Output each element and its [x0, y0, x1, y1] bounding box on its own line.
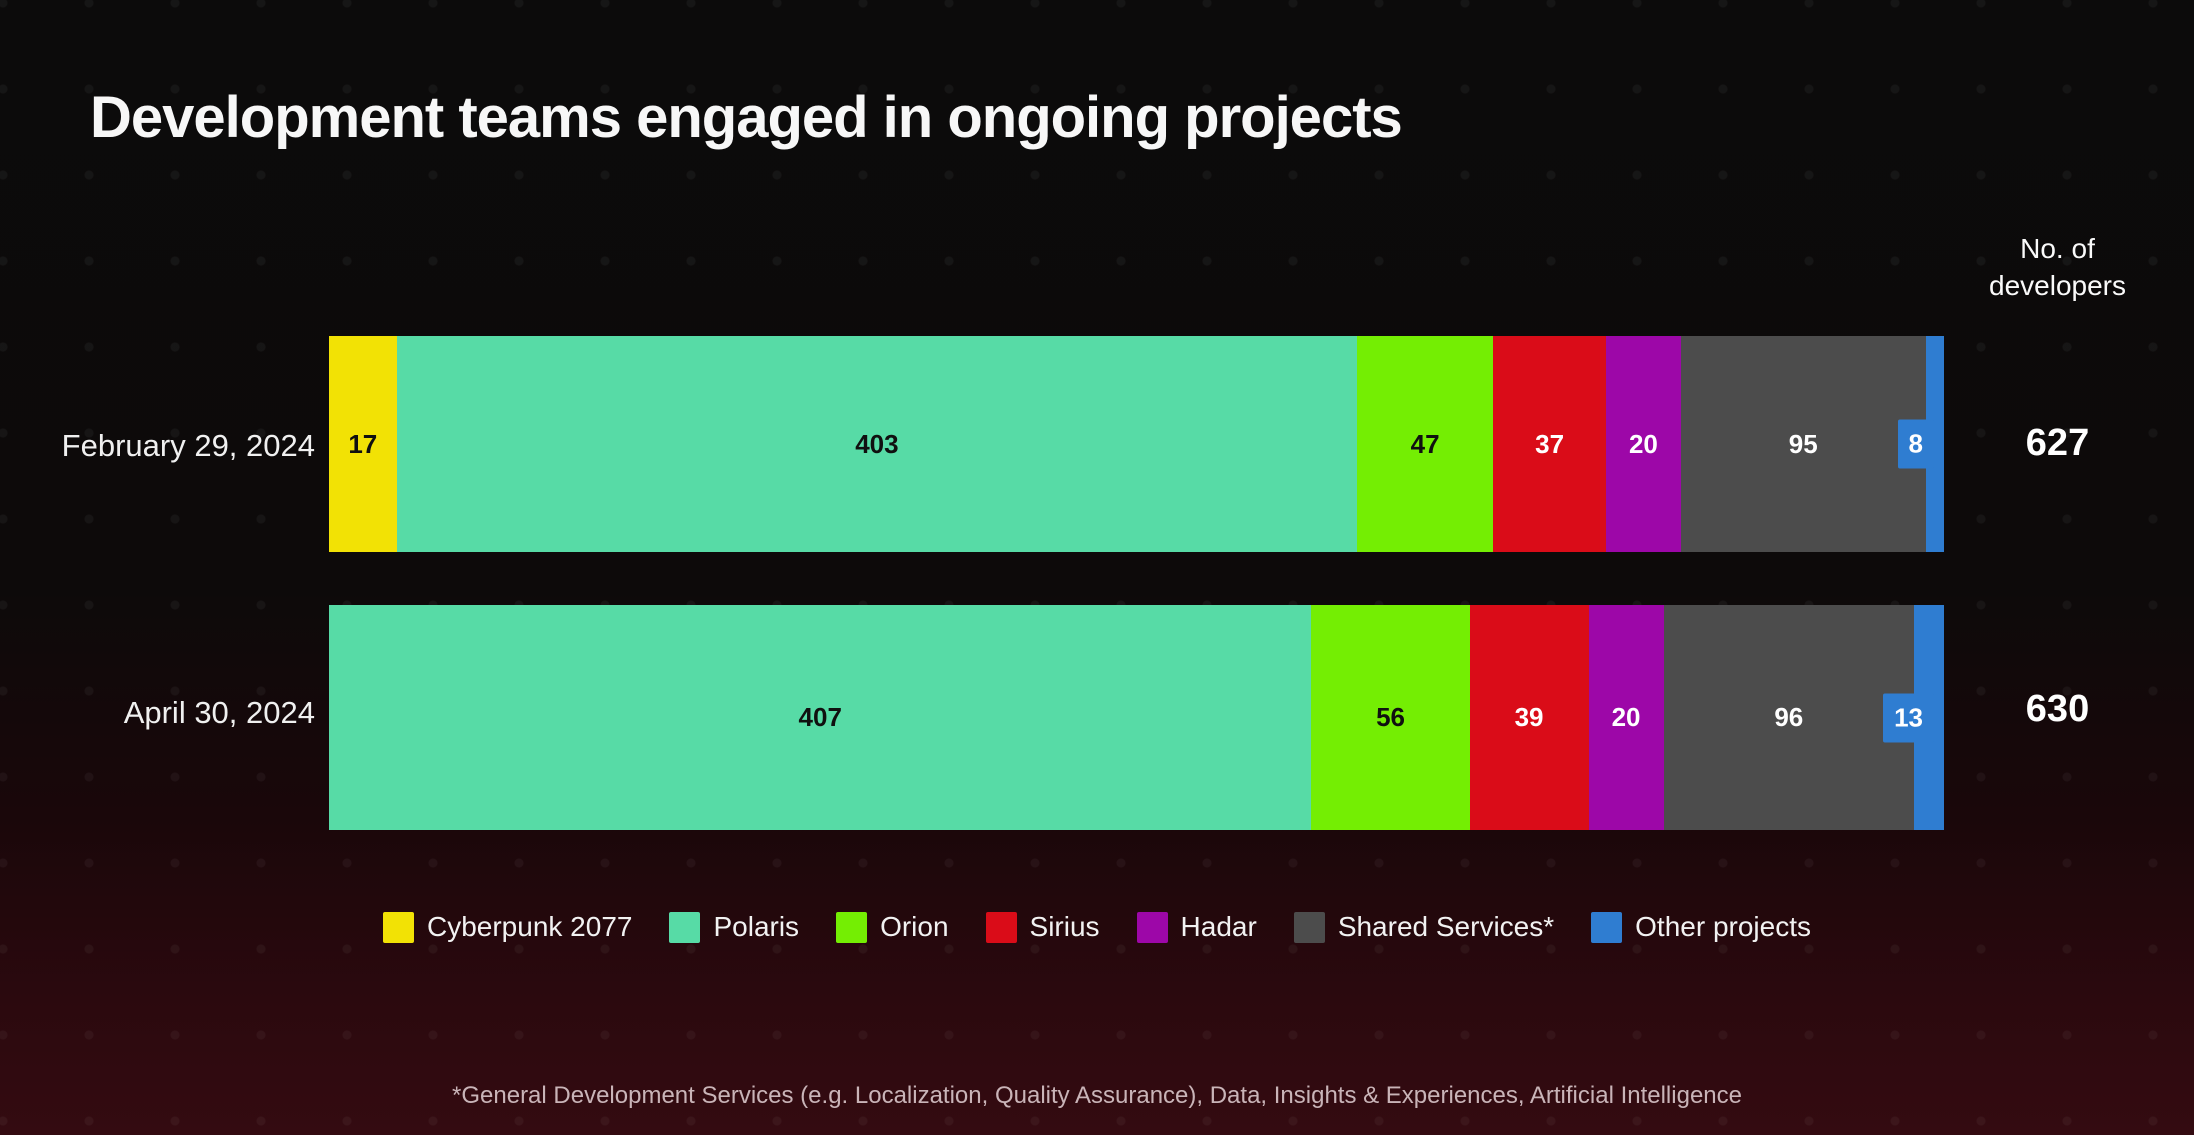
legend-item-hadar: Hadar: [1136, 911, 1257, 943]
bar-segment-shared: 96: [1663, 605, 1914, 830]
chart-legend: Cyberpunk 2077 Polaris Orion Sirius Hadar Sha…: [0, 911, 2194, 943]
value-axis-header-line1: No. of: [2020, 233, 2095, 264]
bar-segment-shared: 95: [1680, 336, 1926, 552]
segment-value-label: 13: [1883, 693, 1934, 742]
segment-value-label: 8: [1897, 419, 1934, 469]
value-axis-header-line2: developers: [1989, 270, 2126, 301]
category-label-feb: February 29, 2024: [61, 428, 315, 463]
bar-segment-orion: 56: [1311, 605, 1470, 830]
value-axis-header: No. of developers: [1960, 230, 2155, 304]
total-developers-apr: 630: [2025, 688, 2090, 730]
legend-item-orion: Orion: [836, 911, 949, 943]
legend-item-cyberpunk: Cyberpunk 2077: [382, 911, 633, 943]
legend-label: Polaris: [713, 911, 800, 942]
stacked-bar-apr: 407 56 39 20 96 13: [329, 605, 1944, 830]
segment-value-label: 95: [1788, 428, 1818, 459]
bar-segment-other: 13: [1883, 605, 1944, 830]
legend-swatch-shared: [1293, 911, 1325, 943]
segment-value-label: 407: [798, 702, 842, 732]
legend-swatch-cyberpunk: [382, 911, 414, 943]
legend-label: Sirius: [1029, 911, 1100, 942]
bar-segment-sirius: 39: [1469, 605, 1589, 830]
segment-value-label: 403: [855, 428, 899, 459]
legend-label: Shared Services*: [1337, 911, 1555, 942]
bar-segment-hadar: 20: [1588, 605, 1664, 830]
legend-swatch-sirius: [985, 911, 1017, 943]
segment-value-label: 56: [1376, 702, 1405, 732]
segment-value-label: 20: [1611, 702, 1641, 732]
segment-value-label: 17: [348, 428, 378, 459]
bar-segment-polaris: 407: [329, 605, 1312, 830]
legend-item-shared: Shared Services*: [1293, 911, 1555, 943]
category-label-apr: April 30, 2024: [123, 695, 315, 730]
bar-segment-hadar: 20: [1606, 336, 1681, 552]
stacked-bar-feb: 17 403 47 37 20 95 8: [329, 336, 1944, 552]
bar-segment-polaris: 403: [396, 336, 1358, 552]
legend-item-polaris: Polaris: [669, 911, 799, 943]
legend-label: Other projects: [1635, 911, 1812, 942]
legend-swatch-other: [1591, 911, 1623, 943]
bar-segment-cyberpunk: 17: [329, 336, 397, 552]
segment-value-label: 96: [1774, 702, 1804, 732]
segment-value-label: 39: [1514, 702, 1544, 732]
legend-swatch-hadar: [1136, 911, 1168, 943]
bar-segment-orion: 47: [1357, 336, 1494, 552]
bar-segment-other: 8: [1897, 336, 1944, 552]
legend-item-other: Other projects: [1591, 911, 1811, 943]
segment-value-label: 47: [1410, 428, 1440, 459]
segment-value-label: 37: [1535, 428, 1565, 459]
footnote: *General Development Services (e.g. Loca…: [452, 1082, 1742, 1109]
legend-swatch-polaris: [669, 911, 701, 943]
legend-item-sirius: Sirius: [985, 911, 1100, 943]
legend-swatch-orion: [836, 911, 868, 943]
legend-label: Cyberpunk 2077: [426, 911, 633, 942]
page-title: Development teams engaged in ongoing pro…: [90, 85, 1403, 150]
bar-segment-sirius: 37: [1493, 336, 1607, 552]
legend-label: Orion: [880, 911, 949, 942]
segment-value-label: 20: [1628, 428, 1658, 459]
total-developers-feb: 627: [2025, 422, 2090, 464]
legend-label: Hadar: [1180, 911, 1257, 942]
